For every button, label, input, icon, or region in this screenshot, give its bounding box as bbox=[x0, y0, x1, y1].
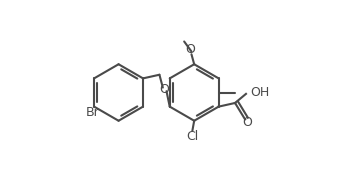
Text: O: O bbox=[242, 116, 252, 129]
Text: Cl: Cl bbox=[186, 130, 198, 143]
Text: OH: OH bbox=[251, 85, 270, 99]
Text: Br: Br bbox=[85, 106, 99, 119]
Text: O: O bbox=[160, 83, 169, 96]
Text: O: O bbox=[186, 43, 195, 56]
